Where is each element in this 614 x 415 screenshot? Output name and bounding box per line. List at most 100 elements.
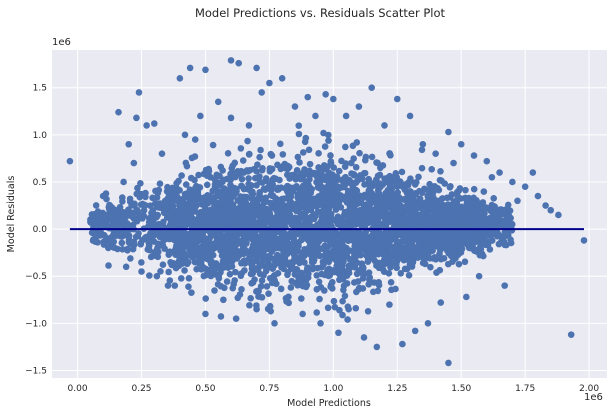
data-point (514, 197, 521, 205)
data-point (165, 268, 172, 276)
data-point (325, 204, 333, 212)
data-point (92, 202, 100, 209)
data-point (160, 218, 167, 226)
data-point (346, 179, 354, 186)
data-point (181, 267, 188, 274)
data-point (176, 74, 184, 82)
data-point (325, 131, 332, 139)
data-point (245, 175, 252, 182)
data-point (332, 204, 340, 212)
data-point (367, 193, 374, 200)
data-point (232, 268, 239, 276)
data-point (338, 240, 345, 248)
data-point (453, 199, 461, 207)
data-point (479, 199, 487, 206)
data-point (295, 130, 303, 138)
data-point (137, 240, 145, 248)
data-point (312, 112, 319, 120)
data-point (488, 173, 496, 181)
data-point (350, 229, 357, 237)
data-point (488, 237, 496, 244)
data-point (503, 241, 510, 249)
data-point (236, 291, 244, 298)
data-point (320, 199, 328, 206)
data-point (258, 237, 265, 244)
data-point (381, 175, 389, 182)
data-point (172, 230, 180, 237)
data-point (346, 247, 354, 254)
data-point (328, 217, 336, 225)
data-point (409, 258, 417, 265)
x-tick-label: 0.50 (195, 384, 215, 394)
data-point (216, 172, 223, 180)
data-point (402, 215, 410, 223)
data-point (164, 183, 171, 191)
data-point (97, 212, 105, 220)
data-point (341, 219, 349, 227)
data-point (251, 174, 259, 182)
data-point (153, 272, 161, 280)
data-point (426, 234, 433, 242)
data-point (352, 163, 360, 171)
data-point (419, 140, 427, 148)
data-point (308, 213, 315, 221)
data-point (278, 233, 285, 240)
data-point (501, 220, 508, 228)
data-point (302, 178, 310, 185)
data-point (296, 204, 303, 211)
data-point (376, 164, 384, 172)
data-point (504, 201, 512, 209)
data-point (166, 214, 174, 221)
data-point (264, 262, 272, 270)
data-point (333, 173, 341, 180)
data-point (302, 208, 310, 215)
data-point (479, 219, 486, 227)
data-point (399, 340, 406, 348)
data-point (127, 255, 134, 262)
data-point (362, 153, 370, 161)
data-point (386, 301, 393, 308)
data-point (278, 163, 286, 171)
data-point (354, 278, 362, 285)
data-point (266, 302, 274, 310)
data-point (385, 270, 393, 277)
data-point (315, 278, 323, 286)
data-point (421, 255, 429, 262)
data-point (381, 122, 388, 129)
data-point (437, 299, 445, 306)
data-point (126, 198, 134, 205)
data-point (90, 215, 98, 223)
data-point (238, 182, 246, 190)
data-point (365, 280, 373, 288)
data-point (214, 98, 222, 106)
data-point (249, 241, 257, 249)
data-point (255, 293, 262, 300)
data-point (313, 286, 321, 293)
data-point (263, 217, 271, 224)
data-point (440, 233, 447, 241)
data-point (280, 195, 288, 202)
x-tick-label: 1.00 (323, 384, 343, 394)
data-point (442, 211, 450, 219)
data-point (413, 178, 420, 186)
data-point (287, 244, 295, 252)
data-point (277, 140, 284, 148)
data-point (175, 177, 182, 185)
data-point (149, 207, 156, 214)
data-point (211, 176, 219, 184)
data-point (340, 286, 347, 294)
data-point (289, 260, 296, 267)
data-point (301, 193, 308, 201)
data-point (125, 207, 132, 214)
data-point (322, 245, 330, 252)
data-point (449, 247, 457, 255)
data-point (265, 207, 273, 214)
data-point (185, 241, 192, 248)
data-point (421, 238, 429, 245)
data-point (350, 171, 358, 179)
data-point (373, 343, 381, 351)
data-point (244, 137, 251, 145)
data-point (316, 179, 323, 187)
data-point (313, 221, 321, 229)
data-point (202, 310, 209, 318)
